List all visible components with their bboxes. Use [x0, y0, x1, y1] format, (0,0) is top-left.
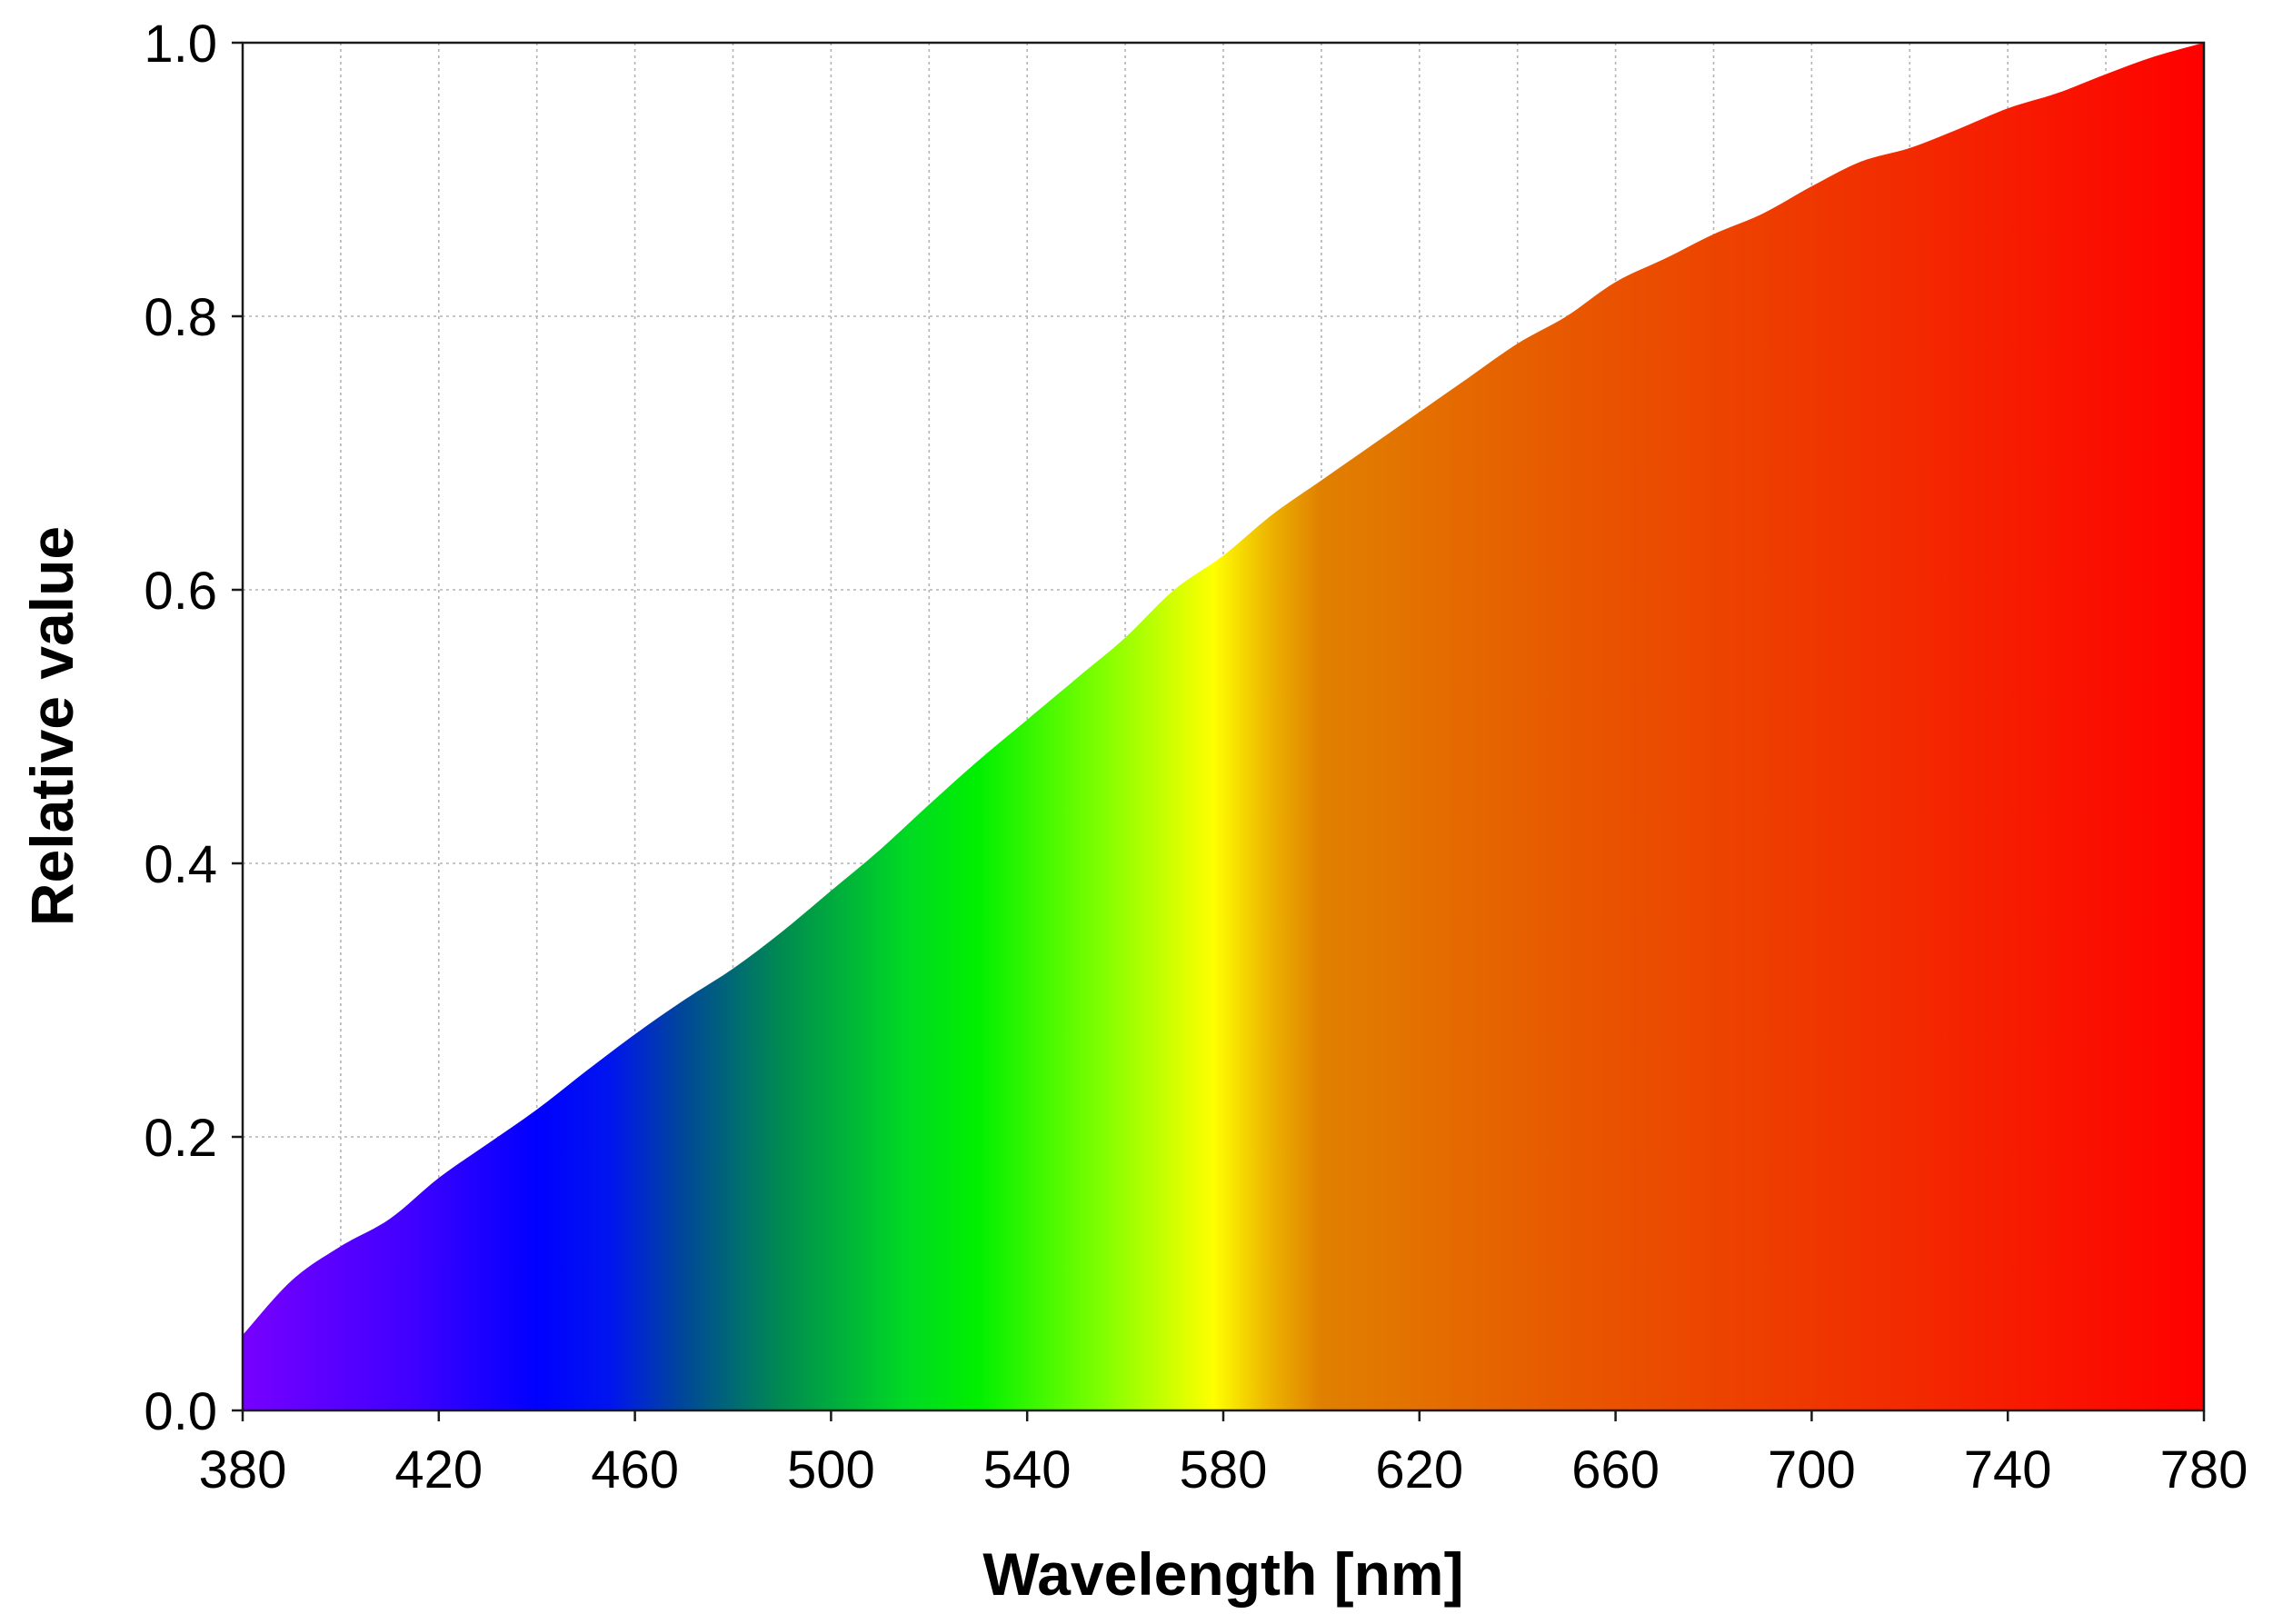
x-tick-label: 700 [1768, 1440, 1856, 1499]
x-tick-label: 580 [1180, 1440, 1268, 1499]
x-tick-label: 380 [199, 1440, 287, 1499]
y-axis: 0.0 0.2 0.4 0.6 0.8 1.0 [144, 15, 243, 1441]
x-tick-label: 500 [787, 1440, 875, 1499]
x-tick-label: 460 [591, 1440, 679, 1499]
y-tick-label: 0.8 [144, 288, 217, 347]
y-tick-label: 0.4 [144, 835, 217, 894]
y-axis-title: Relative value [18, 526, 85, 926]
x-axis-title: Wavelength [nm] [982, 1540, 1463, 1608]
y-tick-label: 0.0 [144, 1382, 217, 1441]
x-tick-label: 660 [1571, 1440, 1660, 1499]
x-tick-label: 740 [1964, 1440, 2052, 1499]
x-tick-label: 780 [2160, 1440, 2248, 1499]
x-tick-label: 540 [983, 1440, 1072, 1499]
x-axis: 380 420 460 500 540 580 620 660 700 740 780 [199, 1410, 2248, 1499]
spectrum-area [243, 43, 2204, 1410]
x-tick-label: 620 [1375, 1440, 1463, 1499]
y-tick-label: 0.2 [144, 1109, 217, 1168]
y-tick-label: 1.0 [144, 15, 217, 74]
y-tick-label: 0.6 [144, 562, 217, 621]
x-tick-label: 420 [394, 1440, 483, 1499]
